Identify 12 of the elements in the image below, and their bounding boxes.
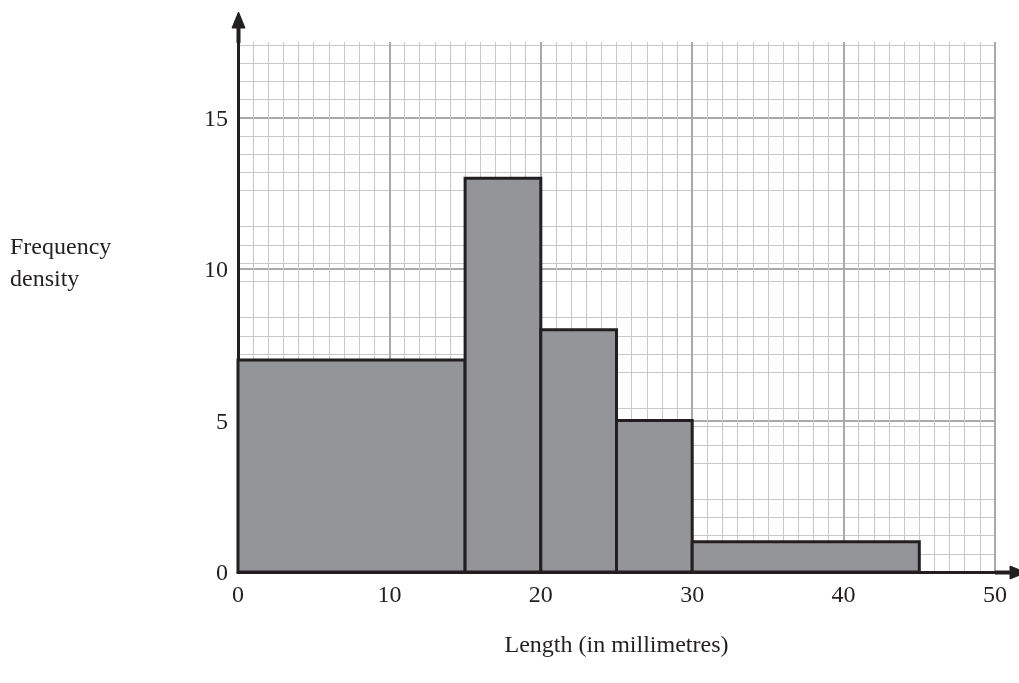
y-tick-label: 5 [216, 407, 228, 434]
y-tick-label: 10 [204, 256, 228, 283]
y-axis-title: Frequency density [10, 232, 113, 293]
x-tick-label: 20 [528, 581, 553, 607]
x-tick-label: 30 [680, 581, 705, 607]
x-tick-label: 0 [232, 581, 244, 607]
x-tick-label: 10 [377, 581, 402, 607]
x-axis-title: Length (in millimetres) [504, 631, 729, 657]
y-tick-label: 0 [216, 559, 228, 585]
x-tick-label: 50 [983, 581, 1007, 607]
x-tick-label: 40 [831, 581, 856, 607]
y-tick-label: 15 [204, 104, 228, 131]
